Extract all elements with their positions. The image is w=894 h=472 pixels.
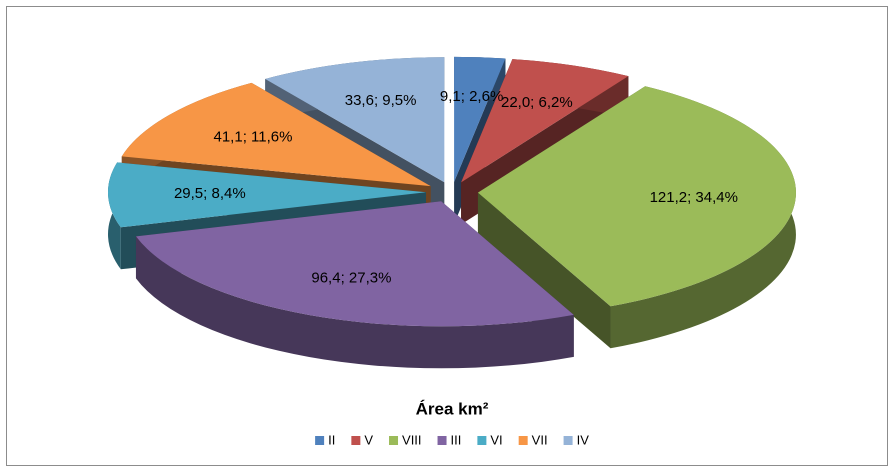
slice <box>108 162 427 228</box>
legend-swatch <box>437 436 447 445</box>
pie <box>108 56 796 369</box>
data-label: 33,6; 9,5% <box>345 92 417 109</box>
legend-label: V <box>364 432 373 447</box>
legend-swatch <box>477 436 487 445</box>
legend-swatch <box>389 436 399 445</box>
slice <box>454 56 506 182</box>
slice <box>135 201 574 327</box>
data-label: 29,5; 8,4% <box>174 185 246 202</box>
legend-label: II <box>328 432 335 447</box>
data-label: 96,4; 27,3% <box>311 270 391 287</box>
slice <box>461 59 629 183</box>
legend-label: IV <box>577 432 590 447</box>
slice-side <box>135 236 574 369</box>
chart-title: Área km² <box>416 399 489 418</box>
legend-label: VI <box>490 432 502 447</box>
slice-wall <box>477 192 611 349</box>
data-labels: 9,1; 2,6%22,0; 6,2% 121,2; 34,4% 96,4; 27,… <box>174 88 738 287</box>
legend-label: VII <box>532 432 548 447</box>
slice <box>265 57 445 183</box>
data-label: 41,1; 11,6% <box>214 129 293 146</box>
legend: II V VIII III VI VII IV <box>315 432 589 447</box>
legend-label: III <box>451 432 462 447</box>
data-label: 121,2; 34,4% <box>650 189 738 206</box>
data-label: 9,1; 2,6% <box>440 88 503 105</box>
slice <box>477 86 796 307</box>
legend-label: VIII <box>402 432 422 447</box>
slice <box>121 82 431 187</box>
legend-swatch <box>563 436 573 445</box>
legend-swatch <box>518 436 528 445</box>
legend-swatch <box>351 436 361 445</box>
legend-swatch <box>315 436 325 445</box>
data-label: 22,0; 6,2% <box>501 94 573 111</box>
